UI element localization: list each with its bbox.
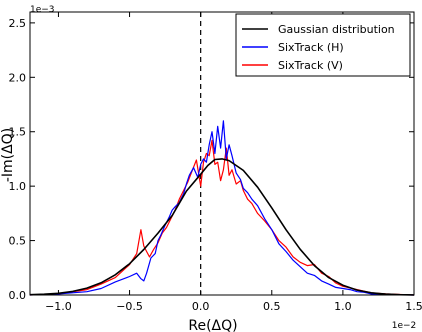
y-tick-label: 2.5 xyxy=(9,17,27,30)
plot-area: −1.0 −0.5 0.0 0.5 1.0 1.5 0.0 0.5 1.0 1.5 2.0 2.5 xyxy=(9,11,422,313)
x-axis-label: Re(ΔQ) xyxy=(188,318,237,332)
y-axis-label: -Im(ΔQ) xyxy=(0,128,16,182)
y-multiplier-label: 1e−3 xyxy=(30,5,55,15)
series-layer xyxy=(29,120,415,296)
x-tick-label: 1.0 xyxy=(334,300,352,313)
y-tick-label: 1.5 xyxy=(9,126,27,139)
legend-label-gaussian: Gaussian distribution xyxy=(278,23,395,36)
plot-frame xyxy=(29,11,415,296)
y-tick-label: 0.5 xyxy=(9,235,27,248)
sixtrack-v-line xyxy=(29,139,415,296)
x-tick-label: −1.0 xyxy=(45,300,72,313)
y-tick-label: 2.0 xyxy=(9,71,27,84)
y-tick-label: 0.0 xyxy=(9,289,27,302)
x-tick-label: 1.5 xyxy=(405,300,422,313)
x-tick-label: 0.0 xyxy=(192,300,210,313)
gaussian-distribution-line xyxy=(29,158,415,296)
legend-label-sixtrack-v: SixTrack (V) xyxy=(278,59,343,72)
x-tick-label: 0.5 xyxy=(263,300,281,313)
x-tick-label: −0.5 xyxy=(116,300,143,313)
sixtrack-h-line xyxy=(29,120,415,296)
legend: Gaussian distribution SixTrack (H) SixTr… xyxy=(235,13,411,77)
x-multiplier-label: 1e−2 xyxy=(392,321,417,331)
legend-label-sixtrack-h: SixTrack (H) xyxy=(278,41,344,54)
y-tick-label: 1.0 xyxy=(9,180,27,193)
